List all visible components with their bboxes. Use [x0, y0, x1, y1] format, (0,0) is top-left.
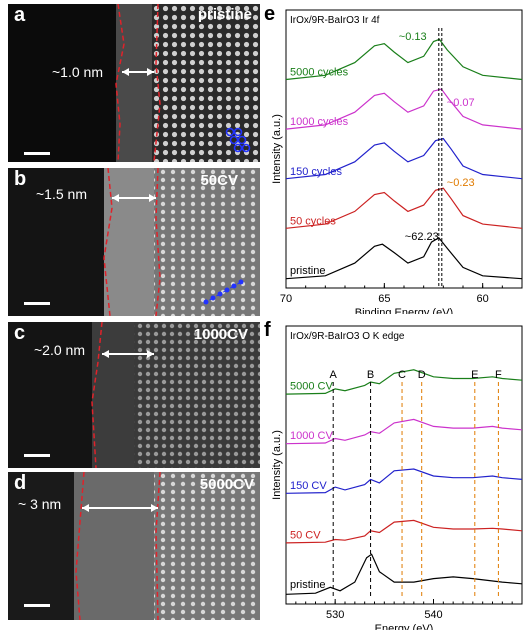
panel-condition: pristine	[197, 6, 252, 23]
tem-image-a	[8, 4, 260, 162]
atom-markers	[203, 279, 244, 305]
series-line	[285, 187, 523, 229]
tem-image-c	[8, 322, 260, 468]
tem-image-d	[8, 472, 260, 620]
thickness-label: ~2.0 nm	[34, 342, 85, 358]
series-line	[285, 137, 523, 180]
series-label: 150 cycles	[290, 166, 342, 178]
shift-label: ~0.23	[447, 177, 475, 189]
chart-title: IrOx/9R-BaIrO3 O K edge	[290, 331, 405, 342]
y-axis-label: Intensity (a.u.)	[271, 430, 283, 500]
series-label: 5000 CV	[290, 381, 333, 393]
series-line	[285, 468, 523, 494]
chart-title: IrOx/9R-BaIrO3 Ir 4f	[290, 15, 380, 26]
x-tick-label: 70	[280, 293, 292, 305]
panel-letter: b	[14, 168, 27, 190]
tem-panel-c: c 1000CV ~2.0 nm	[8, 322, 260, 468]
xas-plot-f: f IrOx/9R-BaIrO3 O K edge 530 540 Energy (eV…	[262, 318, 526, 630]
series-label: 50 CV	[290, 529, 321, 541]
series-line	[285, 519, 523, 544]
series-line	[285, 237, 523, 280]
panel-letter: a	[14, 4, 26, 26]
series-label: 1000 CV	[290, 430, 333, 442]
thickness-label: ~ 3 nm	[18, 496, 62, 512]
x-axis-label: Binding Energy (eV)	[355, 307, 453, 314]
panel-letter: e	[264, 3, 275, 25]
series-label: pristine	[290, 265, 325, 277]
panel-letter: f	[264, 319, 271, 341]
tem-panel-a: a pristine ~1.0 nm	[8, 4, 260, 162]
series-label: 150 CV	[290, 480, 327, 492]
series-label: 50 cycles	[290, 215, 336, 227]
xps-plot-e: e IrOx/9R-BaIrO3 Ir 4f 70 65 60 Binding Energ…	[262, 2, 526, 314]
x-tick-label: 540	[424, 609, 442, 621]
scale-bar	[24, 302, 50, 305]
shift-label: ~0.13	[399, 31, 427, 43]
panel-condition: 5000CV	[199, 476, 254, 493]
x-tick-label: 65	[378, 293, 390, 305]
scale-bar	[24, 152, 50, 155]
panel-letter: c	[14, 322, 26, 344]
series-line	[285, 369, 523, 395]
series-label: 5000 cycles	[290, 67, 349, 79]
tem-panel-d: d 5000CV ~ 3 nm	[8, 472, 260, 620]
xas-chart-svg: f IrOx/9R-BaIrO3 O K edge 530 540 Energy (eV…	[264, 319, 523, 630]
series-line	[285, 418, 523, 445]
panel-condition: 50CV	[200, 172, 238, 189]
series-label: pristine	[290, 579, 325, 591]
peak-letter: A	[330, 369, 338, 381]
tem-image-b	[8, 168, 260, 316]
y-axis-label: Intensity (a.u.)	[271, 114, 283, 184]
peak-letter: C	[398, 369, 406, 381]
scale-bar	[24, 454, 50, 457]
xps-chart-svg: e IrOx/9R-BaIrO3 Ir 4f 70 65 60 Binding Energ…	[264, 3, 523, 314]
plot-frame	[285, 9, 523, 289]
peak-letter: F	[495, 369, 502, 381]
panel-letter: d	[14, 472, 27, 494]
atom-markers	[225, 127, 251, 153]
thickness-label: ~1.5 nm	[36, 186, 87, 202]
plot-frame	[285, 325, 523, 605]
panel-condition: 1000CV	[193, 326, 248, 343]
peak-letter: D	[418, 369, 426, 381]
shift-label: ~0.07	[447, 97, 475, 109]
series-line	[285, 38, 523, 81]
series-line	[285, 88, 523, 130]
peak-letter: E	[471, 369, 478, 381]
thickness-label: ~1.0 nm	[52, 64, 103, 80]
x-tick-label: 60	[477, 293, 489, 305]
x-tick-label: 530	[326, 609, 344, 621]
peak-letter: B	[367, 369, 374, 381]
tem-panel-b: b 50CV ~1.5 nm	[8, 168, 260, 316]
x-axis-label: Energy (eV)	[375, 623, 434, 630]
scale-bar	[24, 604, 50, 607]
series-label: 1000 cycles	[290, 116, 349, 128]
peak-label: ~62.23	[405, 231, 439, 243]
